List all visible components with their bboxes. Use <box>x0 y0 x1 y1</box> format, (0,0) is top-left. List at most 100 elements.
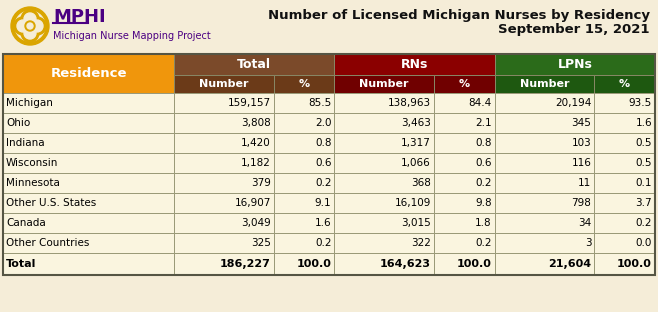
Bar <box>274 75 334 93</box>
Text: 9.1: 9.1 <box>315 198 332 208</box>
Bar <box>3 213 174 233</box>
Text: 325: 325 <box>251 238 270 248</box>
Bar <box>3 153 174 173</box>
Text: 164,623: 164,623 <box>380 259 431 269</box>
Text: 0.2: 0.2 <box>475 238 492 248</box>
Text: Residence: Residence <box>50 67 127 80</box>
Bar <box>3 253 174 275</box>
Text: Michigan: Michigan <box>6 98 53 108</box>
Bar <box>434 253 495 275</box>
Circle shape <box>14 17 32 35</box>
Text: 1,317: 1,317 <box>401 138 431 148</box>
Text: 103: 103 <box>572 138 592 148</box>
Bar <box>274 213 334 233</box>
Text: 0.2: 0.2 <box>315 178 332 188</box>
Text: Number: Number <box>520 79 569 89</box>
Bar <box>174 233 274 253</box>
Text: 0.6: 0.6 <box>475 158 492 168</box>
Text: 9.8: 9.8 <box>475 198 492 208</box>
Text: 0.2: 0.2 <box>315 238 332 248</box>
Bar <box>334 54 495 75</box>
Text: %: % <box>619 79 630 89</box>
Text: 0.2: 0.2 <box>636 218 652 228</box>
Text: 379: 379 <box>251 178 270 188</box>
Bar <box>495 54 655 75</box>
Bar <box>174 113 274 133</box>
Text: Total: Total <box>6 259 36 269</box>
Bar <box>594 213 655 233</box>
Bar <box>594 253 655 275</box>
Bar <box>3 133 174 153</box>
Circle shape <box>21 24 39 42</box>
Text: 0.8: 0.8 <box>475 138 492 148</box>
Bar <box>174 193 274 213</box>
Bar <box>174 75 274 93</box>
Bar <box>495 193 594 213</box>
Bar <box>495 133 594 153</box>
Bar <box>594 93 655 113</box>
Bar <box>594 193 655 213</box>
Text: 3,808: 3,808 <box>241 118 270 128</box>
Bar <box>434 113 495 133</box>
Bar <box>274 253 334 275</box>
Bar <box>174 93 274 113</box>
Bar <box>334 213 434 233</box>
Text: 1.8: 1.8 <box>475 218 492 228</box>
Bar <box>334 253 434 275</box>
Text: 186,227: 186,227 <box>220 259 270 269</box>
Text: Total: Total <box>238 58 271 71</box>
Text: 16,907: 16,907 <box>234 198 270 208</box>
Bar <box>174 213 274 233</box>
Text: Canada: Canada <box>6 218 46 228</box>
Bar <box>334 233 434 253</box>
Text: 1,420: 1,420 <box>241 138 270 148</box>
Bar <box>594 173 655 193</box>
Text: Number of Licensed Michigan Nurses by Residency: Number of Licensed Michigan Nurses by Re… <box>268 8 650 22</box>
Text: 0.6: 0.6 <box>315 158 332 168</box>
Bar <box>274 133 334 153</box>
Text: 100.0: 100.0 <box>457 259 492 269</box>
Circle shape <box>27 23 33 29</box>
Bar <box>274 173 334 193</box>
Circle shape <box>11 7 49 45</box>
Text: 20,194: 20,194 <box>555 98 592 108</box>
Text: 0.8: 0.8 <box>315 138 332 148</box>
Text: 159,157: 159,157 <box>228 98 270 108</box>
Bar <box>495 253 594 275</box>
Text: 2.1: 2.1 <box>475 118 492 128</box>
Text: 100.0: 100.0 <box>297 259 332 269</box>
Text: 1.6: 1.6 <box>315 218 332 228</box>
Bar <box>495 113 594 133</box>
Text: 2.0: 2.0 <box>315 118 332 128</box>
Bar <box>274 93 334 113</box>
Circle shape <box>17 20 29 32</box>
Text: Number: Number <box>199 79 249 89</box>
Text: 1.6: 1.6 <box>636 118 652 128</box>
Text: Wisconsin: Wisconsin <box>6 158 59 168</box>
Circle shape <box>24 13 36 25</box>
Bar <box>495 213 594 233</box>
Bar <box>274 113 334 133</box>
Bar <box>3 93 174 113</box>
Bar <box>334 173 434 193</box>
Circle shape <box>24 27 36 39</box>
Bar <box>434 173 495 193</box>
Bar <box>594 153 655 173</box>
Circle shape <box>31 20 43 32</box>
Text: Indiana: Indiana <box>6 138 45 148</box>
Text: LPNs: LPNs <box>557 58 592 71</box>
Text: RNs: RNs <box>401 58 428 71</box>
Bar <box>174 133 274 153</box>
Text: 0.0: 0.0 <box>636 238 652 248</box>
Text: %: % <box>299 79 310 89</box>
Bar <box>174 153 274 173</box>
Text: 1,182: 1,182 <box>241 158 270 168</box>
Text: 93.5: 93.5 <box>629 98 652 108</box>
Text: 3,015: 3,015 <box>401 218 431 228</box>
Text: 3,463: 3,463 <box>401 118 431 128</box>
Text: %: % <box>459 79 470 89</box>
Bar <box>434 213 495 233</box>
Text: Other U.S. States: Other U.S. States <box>6 198 96 208</box>
Bar <box>434 193 495 213</box>
Bar <box>434 153 495 173</box>
